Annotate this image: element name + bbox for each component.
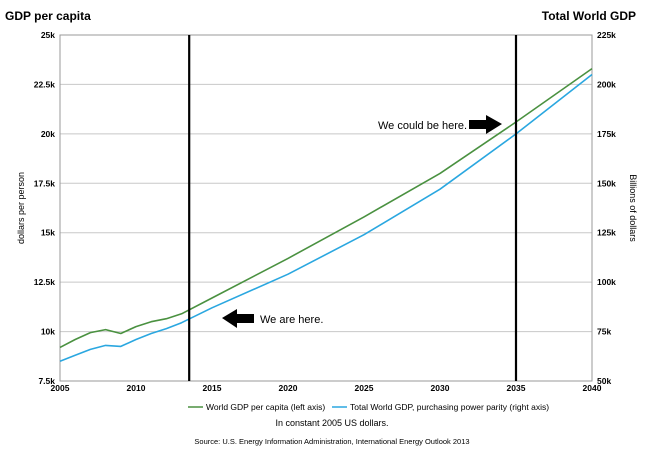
x-tick-label: 2025 xyxy=(355,383,374,393)
series-line-2 xyxy=(59,73,593,362)
left-title: GDP per capita xyxy=(5,9,91,23)
right-title: Total World GDP xyxy=(542,9,636,23)
series-line-1 xyxy=(59,67,593,349)
left-axis-label: dollars per person xyxy=(16,172,26,244)
grid-lines xyxy=(60,34,592,382)
left-tick-label: 22.5k xyxy=(34,79,56,89)
x-tick-label: 2030 xyxy=(431,383,450,393)
source-note: Source: U.S. Energy Information Administ… xyxy=(194,437,469,446)
right-tick-label: 175k xyxy=(597,129,616,139)
legend-label-total-gdp: Total World GDP, purchasing power parity… xyxy=(350,402,549,412)
legend-label-gdp-per-capita: World GDP per capita (left axis) xyxy=(206,402,325,412)
left-axis: 7.5k 10k 12.5k 15k 17.5k 20k 22.5k 25k xyxy=(34,30,56,386)
right-tick-label: 150k xyxy=(597,178,616,188)
left-tick-label: 15k xyxy=(41,228,55,238)
annotation-here-text: We are here. xyxy=(260,314,323,326)
annotation-we-are-here: We are here. xyxy=(222,309,323,328)
right-tick-label: 75k xyxy=(597,327,611,337)
annotation-we-could-be-here: We could be here. xyxy=(378,115,502,134)
left-tick-label: 20k xyxy=(41,129,55,139)
series-group xyxy=(59,67,593,362)
vertical-markers xyxy=(188,35,518,381)
left-tick-label: 25k xyxy=(41,30,55,40)
x-tick-label: 2035 xyxy=(507,383,526,393)
x-tick-label: 2015 xyxy=(203,383,222,393)
x-tick-label: 2005 xyxy=(51,383,70,393)
right-axis: 50k 75k 100k 125k 150k 175k 200k 225k xyxy=(597,30,616,386)
arrow-left-icon xyxy=(222,309,254,328)
annotation-could-text: We could be here. xyxy=(378,120,467,132)
x-axis: 2005 2010 2015 2020 2025 2030 2035 2040 xyxy=(51,383,602,393)
left-tick-label: 12.5k xyxy=(34,277,56,287)
right-tick-label: 125k xyxy=(597,228,616,238)
right-tick-label: 100k xyxy=(597,277,616,287)
arrow-right-icon xyxy=(469,115,502,134)
right-tick-label: 200k xyxy=(597,79,616,89)
right-axis-label: Billions of dollars xyxy=(628,174,638,242)
x-tick-label: 2020 xyxy=(279,383,298,393)
right-tick-label: 225k xyxy=(597,30,616,40)
legend: World GDP per capita (left axis) Total W… xyxy=(188,402,549,412)
left-tick-label: 7.5k xyxy=(38,376,55,386)
left-tick-label: 17.5k xyxy=(34,178,56,188)
left-tick-label: 10k xyxy=(41,327,55,337)
right-tick-label: 50k xyxy=(597,376,611,386)
x-tick-label: 2010 xyxy=(127,383,146,393)
units-note: In constant 2005 US dollars. xyxy=(275,418,388,428)
plot-border xyxy=(59,34,593,382)
x-tick-label: 2040 xyxy=(583,383,602,393)
